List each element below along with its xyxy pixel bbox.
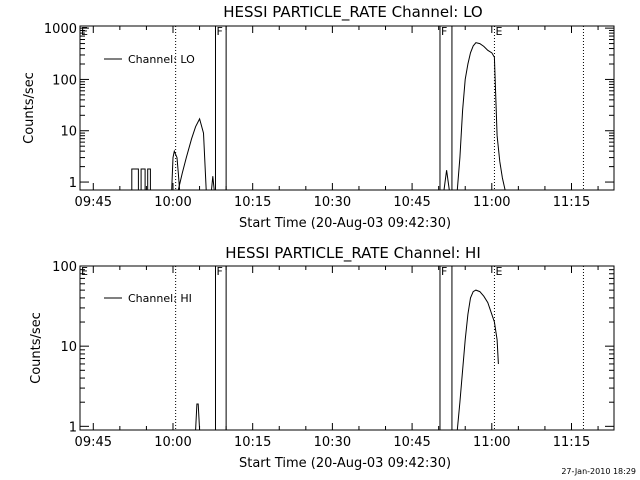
panel-title: HESSI PARTICLE_RATE Channel: HI <box>225 244 481 263</box>
series <box>195 289 499 431</box>
x-ticks: 09:45 10:00 10:15 10:30 10:45 11:00 11:15 <box>75 26 599 210</box>
y-tick-label: 1 <box>69 176 77 191</box>
x-tick-label: 10:30 <box>314 195 351 210</box>
x-tick-label: 11:00 <box>473 195 510 210</box>
series-line-segment <box>195 403 201 431</box>
event-marker-label: E <box>495 25 502 38</box>
y-tick-label: 1000 <box>44 22 77 37</box>
legend-label: Channel: LO <box>128 53 195 66</box>
series-line-segment <box>171 149 181 191</box>
x-tick-label: 10:15 <box>234 195 271 210</box>
y-tick-label: 100 <box>52 73 77 88</box>
legend: Channel: HI <box>104 292 192 305</box>
x-tick-label: 09:45 <box>75 195 112 210</box>
series <box>131 42 506 191</box>
y-tick-label: 100 <box>52 260 77 275</box>
event-marker-label: E <box>81 25 88 38</box>
series-line-segment <box>456 42 506 191</box>
event-marker-label: F <box>441 25 447 38</box>
x-tick-label: 10:00 <box>154 195 191 210</box>
y-ticks: 1 10 100 1000 <box>44 22 614 191</box>
y-tick-label: 10 <box>60 125 77 140</box>
event-marker-label: F <box>441 265 447 278</box>
legend-label: Channel: HI <box>128 292 192 305</box>
y-tick-label: 10 <box>60 340 77 355</box>
event-marker-label: E <box>81 265 88 278</box>
y-tick-label: 1 <box>69 420 77 435</box>
y-axis-label: Counts/sec <box>29 312 44 384</box>
x-axis-label: Start Time (20-Aug-03 09:42:30) <box>239 216 451 231</box>
series-line-segment <box>211 176 215 191</box>
x-tick-label: 10:30 <box>314 435 351 450</box>
legend: Channel: LO <box>104 53 195 66</box>
event-marker-label: F <box>216 25 222 38</box>
x-tick-label: 11:15 <box>553 435 590 450</box>
plot-frame <box>79 265 615 431</box>
panel-lo: HESSI PARTICLE_RATE Channel: LO Counts/s… <box>22 3 615 231</box>
y-ticks: 1 10 100 <box>52 260 614 435</box>
x-tick-label: 11:00 <box>473 435 510 450</box>
event-marker-label: E <box>495 265 502 278</box>
x-ticks: 09:45 10:00 10:15 10:30 10:45 11:00 11:15 <box>75 266 599 450</box>
series-line-segment <box>456 289 499 431</box>
x-axis-label: Start Time (20-Aug-03 09:42:30) <box>239 456 451 471</box>
x-tick-label: 10:15 <box>234 435 271 450</box>
event-marker-label: F <box>216 265 222 278</box>
plot-frame <box>79 25 615 191</box>
y-axis-label: Counts/sec <box>22 72 37 144</box>
series-line-segment <box>131 168 151 191</box>
footer-timestamp: 27-Jan-2010 18:29 <box>561 467 636 476</box>
x-tick-label: 09:45 <box>75 435 112 450</box>
panel-title: HESSI PARTICLE_RATE Channel: LO <box>223 3 482 22</box>
x-tick-label: 11:15 <box>553 195 590 210</box>
x-tick-label: 10:45 <box>393 435 430 450</box>
series-line-segment <box>177 117 207 191</box>
x-tick-label: 10:45 <box>393 195 430 210</box>
panel-hi: HESSI PARTICLE_RATE Channel: HI Counts/s… <box>29 244 615 471</box>
x-tick-label: 10:00 <box>154 435 191 450</box>
series-line-segment <box>443 170 450 191</box>
